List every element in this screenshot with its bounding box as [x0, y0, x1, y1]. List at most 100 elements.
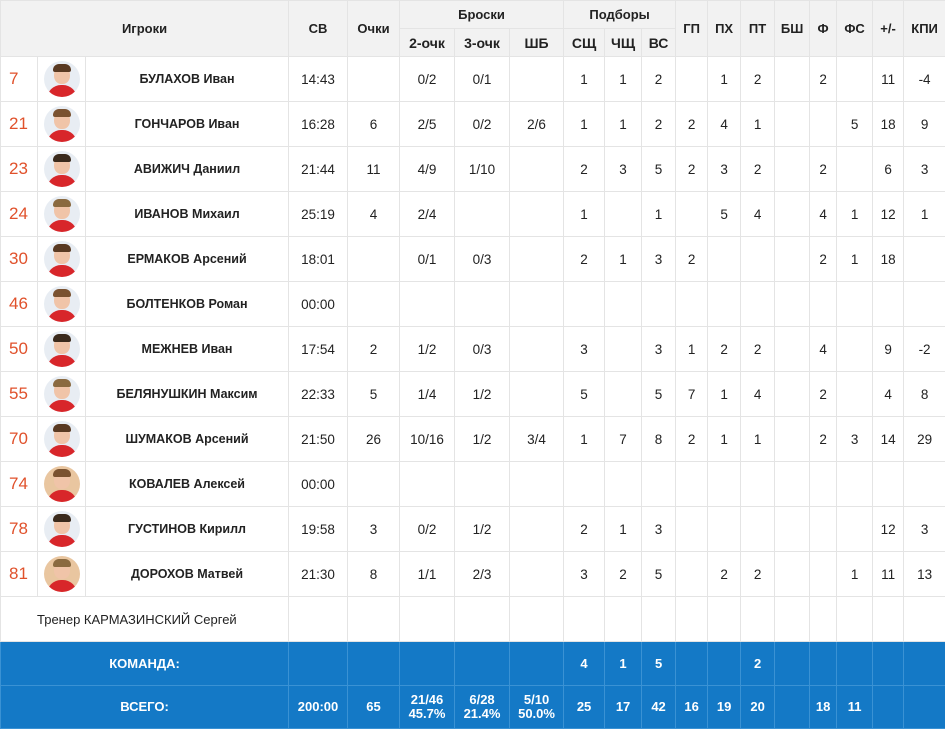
- stat-ft: 2/6: [509, 101, 565, 147]
- stat-bsh: [774, 461, 811, 507]
- player-row[interactable]: 50 МЕЖНЕВ Иван 17:54 2 1/2 0/3 3 3 1 2 2 4 9 -2: [0, 326, 945, 372]
- col-header-total-reb[interactable]: ВС: [641, 28, 677, 57]
- col-header-gp[interactable]: ГП: [675, 0, 709, 57]
- stat-px: [707, 506, 742, 552]
- player-name[interactable]: БЕЛЯНУШКИН Максим: [84, 371, 290, 417]
- stat-pt: 2: [740, 146, 776, 192]
- col-header-ft[interactable]: ШБ: [509, 28, 565, 57]
- team-kpi: [903, 641, 945, 686]
- player-avatar[interactable]: [43, 466, 80, 502]
- col-header-2pt[interactable]: 2-очк: [399, 28, 456, 57]
- player-name[interactable]: ДОРОХОВ Матвей: [84, 551, 290, 597]
- stat-sv: 21:44: [288, 146, 349, 192]
- stat-dr: [604, 371, 643, 417]
- stat-dr: 1: [604, 101, 643, 147]
- player-row[interactable]: 23 АВИЖИЧ Даниил 21:44 11 4/9 1/10 2 3 5 2 3 2 2 6 3: [0, 146, 945, 192]
- col-header-bsh[interactable]: БШ: [774, 0, 811, 57]
- stat-kpi: [903, 281, 945, 327]
- player-row[interactable]: 7 БУЛАХОВ Иван 14:43 0/2 0/1 1 1 2 1 2 2 11 -4: [0, 56, 945, 102]
- stat-sv: 22:33: [288, 371, 349, 417]
- player-avatar[interactable]: [43, 511, 80, 547]
- col-group-shots: Броски: [399, 0, 565, 29]
- player-number: 74: [0, 461, 38, 507]
- player-row[interactable]: 46 БОЛТЕНКОВ Роман 00:00: [0, 281, 945, 327]
- stat-kpi: 8: [903, 371, 945, 417]
- stat-pm: 11: [872, 56, 905, 102]
- stat-pm: 12: [872, 506, 905, 552]
- player-name[interactable]: ИВАНОВ Михаил: [84, 191, 290, 237]
- player-name[interactable]: ГОНЧАРОВ Иван: [84, 101, 290, 147]
- player-avatar[interactable]: [43, 331, 80, 367]
- player-row[interactable]: 70 ШУМАКОВ Арсений 21:50 26 10/16 1/2 3/4 1 7 8 2 1…: [0, 416, 945, 462]
- col-header-3pt[interactable]: 3-очк: [454, 28, 511, 57]
- col-header-px[interactable]: ПХ: [707, 0, 742, 57]
- stat-fs: [836, 371, 874, 417]
- player-name[interactable]: АВИЖИЧ Даниил: [84, 146, 290, 192]
- stat-pm: [872, 281, 905, 327]
- stat-px: 3: [707, 146, 742, 192]
- player-row[interactable]: 30 ЕРМАКОВ Арсений 18:01 0/1 0/3 2 1 3 2 2 1 18: [0, 236, 945, 282]
- stat-pts: 4: [347, 191, 401, 237]
- col-header-fs[interactable]: ФС: [836, 0, 874, 57]
- col-header-players[interactable]: Игроки: [0, 0, 290, 57]
- avatar-hair: [52, 424, 71, 432]
- player-name[interactable]: ГУСТИНОВ Кирилл: [84, 506, 290, 552]
- stat-fs: 1: [836, 236, 874, 282]
- col-header-def-reb[interactable]: ЧЩ: [604, 28, 643, 57]
- player-row[interactable]: 78 ГУСТИНОВ Кирилл 19:58 3 0/2 1/2 2 1 3 12 3: [0, 506, 945, 552]
- player-avatar[interactable]: [43, 556, 80, 592]
- col-header-f[interactable]: Ф: [809, 0, 838, 57]
- player-name[interactable]: ШУМАКОВ Арсений: [84, 416, 290, 462]
- stat-p3: 1/10: [454, 146, 511, 192]
- stat-bsh: [774, 506, 811, 552]
- player-row[interactable]: 55 БЕЛЯНУШКИН Максим 22:33 5 1/4 1/2 5 5 7 1 4 2 4 8: [0, 371, 945, 417]
- col-header-plus-minus[interactable]: +/-: [872, 0, 905, 57]
- player-name[interactable]: КОВАЛЕВ Алексей: [84, 461, 290, 507]
- player-row[interactable]: 21 ГОНЧАРОВ Иван 16:28 6 2/5 0/2 2/6 1 1 2 2 4 1 5 18 9: [0, 101, 945, 147]
- col-header-sv[interactable]: СВ: [288, 0, 349, 57]
- stat-or: 5: [563, 371, 606, 417]
- stat-pts: 2: [347, 326, 401, 372]
- team-off-reb: 4: [563, 641, 606, 686]
- avatar-hair: [52, 199, 71, 207]
- player-row[interactable]: 24 ИВАНОВ Михаил 25:19 4 2/4 1 1 5 4 4 1 12 1: [0, 191, 945, 237]
- stat-or: 3: [563, 326, 606, 372]
- team-def-reb: 1: [604, 641, 643, 686]
- player-avatar[interactable]: [43, 106, 80, 142]
- player-avatar[interactable]: [43, 61, 80, 97]
- team-ft: [509, 641, 565, 686]
- stat-px: 5: [707, 191, 742, 237]
- total-pt: 20: [740, 685, 776, 729]
- stat-sv: 18:01: [288, 236, 349, 282]
- stat-dr: 1: [604, 236, 643, 282]
- player-row[interactable]: 81 ДОРОХОВ Матвей 21:30 8 1/1 2/3 3 2 5 2 2 1 11 13: [0, 551, 945, 597]
- stat-kpi: 9: [903, 101, 945, 147]
- stat-p2: 4/9: [399, 146, 456, 192]
- avatar-hair: [52, 559, 71, 567]
- col-header-points[interactable]: Очки: [347, 0, 401, 57]
- stat-kpi: [903, 461, 945, 507]
- player-avatar[interactable]: [43, 286, 80, 322]
- stat-px: [707, 281, 742, 327]
- total-pts: 65: [347, 685, 401, 729]
- player-avatar[interactable]: [43, 241, 80, 277]
- player-avatar[interactable]: [43, 196, 80, 232]
- col-header-kpi[interactable]: КПИ: [903, 0, 945, 57]
- team-total-reb: 5: [641, 641, 677, 686]
- col-header-off-reb[interactable]: СЩ: [563, 28, 606, 57]
- stat-px: 1: [707, 416, 742, 462]
- player-name[interactable]: БОЛТЕНКОВ Роман: [84, 281, 290, 327]
- player-name[interactable]: МЕЖНЕВ Иван: [84, 326, 290, 372]
- stat-kpi: [903, 236, 945, 282]
- stat-p3: 1/2: [454, 371, 511, 417]
- player-name[interactable]: БУЛАХОВ Иван: [84, 56, 290, 102]
- stat-dr: 1: [604, 506, 643, 552]
- col-header-pt[interactable]: ПТ: [740, 0, 776, 57]
- player-avatar[interactable]: [43, 376, 80, 412]
- stat-tr: 5: [641, 551, 677, 597]
- player-avatar[interactable]: [43, 151, 80, 187]
- player-name[interactable]: ЕРМАКОВ Арсений: [84, 236, 290, 282]
- player-row[interactable]: 74 КОВАЛЕВ Алексей 00:00: [0, 461, 945, 507]
- avatar-shirt: [46, 310, 77, 322]
- player-avatar[interactable]: [43, 421, 80, 457]
